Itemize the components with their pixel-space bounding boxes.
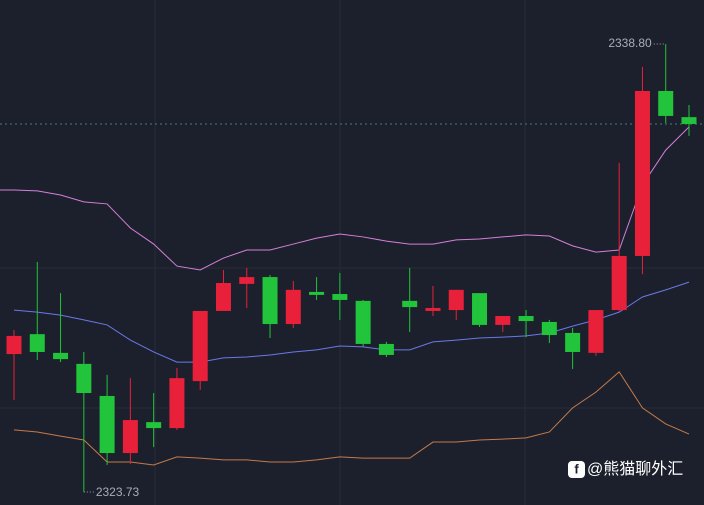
watermark-icon bbox=[568, 461, 585, 478]
watermark-icon-glyph: f bbox=[574, 461, 579, 476]
candle-body bbox=[6, 335, 22, 355]
candle-body bbox=[378, 343, 394, 355]
candle-body bbox=[192, 310, 208, 382]
candle-body bbox=[518, 316, 534, 322]
candle-body bbox=[99, 395, 115, 454]
candle-body bbox=[472, 293, 488, 325]
candle-body bbox=[29, 334, 45, 352]
candle-body bbox=[169, 378, 185, 429]
candle-body bbox=[332, 294, 348, 300]
candle-body bbox=[239, 277, 255, 284]
candle-body bbox=[146, 422, 162, 429]
candle-body bbox=[448, 289, 464, 311]
low-label: 2323.73 bbox=[96, 485, 140, 499]
band-line bbox=[0, 126, 690, 271]
candle-body bbox=[681, 117, 697, 124]
candle-body bbox=[541, 321, 557, 336]
band-line bbox=[13, 371, 690, 466]
candle-body bbox=[565, 332, 581, 352]
candle-body bbox=[262, 277, 278, 325]
candle-body bbox=[611, 255, 627, 311]
candle-body bbox=[215, 283, 231, 311]
candle-body bbox=[425, 307, 441, 311]
candle-body bbox=[76, 363, 92, 394]
candle-body bbox=[122, 420, 138, 454]
candle-body bbox=[495, 316, 511, 325]
candle-body bbox=[588, 310, 604, 353]
candle-body bbox=[309, 291, 325, 295]
high-label: 2338.80 bbox=[608, 36, 652, 50]
plot-area: 2338.80 2323.73 bbox=[0, 36, 704, 499]
candle-body bbox=[658, 90, 674, 116]
candle-body bbox=[634, 90, 650, 256]
band-line bbox=[13, 281, 690, 363]
candle-body bbox=[402, 300, 418, 308]
candle-body bbox=[285, 289, 301, 325]
candle-body bbox=[355, 300, 371, 344]
watermark-text: @熊猫聊外汇 bbox=[587, 460, 683, 478]
watermark: f @熊猫聊外汇 bbox=[568, 460, 683, 478]
candle-body bbox=[53, 352, 69, 360]
